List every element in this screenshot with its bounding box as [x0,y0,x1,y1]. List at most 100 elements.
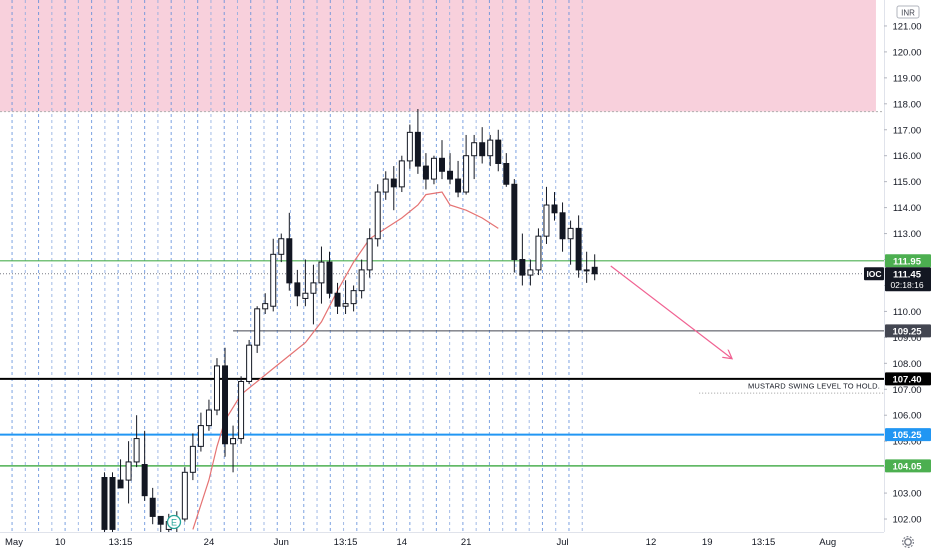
price-tick-label: 110.00 [893,307,921,318]
level-104-05-price-label[interactable]: 104.05 [885,459,931,473]
candle-body [109,477,116,530]
candle [213,358,220,416]
candle [567,220,574,265]
currency-badge[interactable] [896,5,920,19]
gear-icon-ring [904,538,912,546]
candlestick-series [101,108,598,540]
time-axis[interactable]: May 10 13:15 24 Jun 13:15 14 21 Jul 12 19 13:15 Aug [0,532,932,550]
candle [503,153,510,187]
candle-body [583,269,590,272]
candle [238,376,245,444]
level-111-95-price-label[interactable]: 111.95 [885,254,931,268]
candle [149,487,156,525]
level-107-40-price-label[interactable]: 107.40 [885,372,931,386]
candle-body [487,139,494,157]
candle [189,433,196,481]
candle [543,186,550,244]
candle [398,155,405,193]
time-tick-label: 10 [55,537,66,548]
earnings-badge-circle[interactable] [166,514,182,530]
bar-countdown: 02:18:16 [890,280,923,290]
candle [334,282,341,315]
price-label-text: 104.05 [892,461,922,472]
candle [318,246,325,304]
price-label-text: 111.95 [893,256,922,267]
candle [422,153,429,190]
candle-body [254,308,261,346]
price-label-background [885,428,931,442]
candle-body [567,227,574,240]
moving-average-line [192,191,499,530]
candle-body [358,269,365,292]
candle-body [398,160,405,188]
candle-body [366,238,373,271]
candle-body [141,464,148,497]
projection-arrow [610,265,732,358]
candle-body [543,204,550,237]
candle [366,228,373,278]
candle [133,415,140,468]
candle [254,306,261,353]
candle-body [551,204,558,214]
candle-body [157,515,164,525]
gear-icon[interactable] [901,535,914,548]
candle-body [278,238,285,255]
price-tick-label: 115.00 [893,177,921,188]
moving-average-layer [192,191,499,530]
candle [326,251,333,299]
candle-body [350,290,357,305]
time-axis-background[interactable] [0,532,932,550]
candle-body [463,155,470,193]
candle-body [205,409,212,427]
candle [414,108,421,174]
level-109-25-price-label[interactable]: 109.25 [885,324,931,338]
candle-body [326,261,333,294]
time-tick-label: 13:15 [334,537,358,548]
candle-body [270,253,277,307]
candle [286,212,293,291]
candle-body [439,157,445,172]
candle-body [503,162,510,185]
candle-body [310,282,317,294]
candle-body [262,303,269,310]
candle [310,264,317,325]
candle-body [101,477,108,530]
time-tick-label: 13:15 [752,537,776,548]
candle-body [414,131,421,167]
price-axis-labels: 111.95 109.25 107.40 105.25 104.05 IOC 111.450… [864,254,931,473]
level-105-25-price-label[interactable]: 105.25 [885,428,931,442]
candle [583,251,590,283]
price-tick-label: 108.00 [892,359,921,370]
candle-body [117,479,124,489]
candle [575,215,582,278]
price-tick-label: 113.00 [893,229,921,240]
candle-body [455,178,462,193]
candle [519,233,526,286]
price-tick-label: 109.00 [892,333,921,344]
time-tick-label: 14 [397,537,408,548]
candle [495,129,502,172]
candle-body [230,438,237,445]
candle-body [149,497,156,517]
candle [447,153,454,185]
candle [455,160,462,198]
candle [487,134,494,167]
candle-body [374,191,381,240]
price-tick-label: 106.00 [892,411,921,422]
earnings-badge[interactable]: E [166,514,182,530]
price-tick-label: 120.00 [892,47,921,58]
candle [262,293,269,315]
candle-body [447,170,454,180]
candle [222,347,229,457]
candle [181,467,188,522]
candle-body [181,471,188,520]
candle-body [286,238,293,284]
time-tick-label: Aug [819,537,836,548]
candle [125,441,132,504]
candle [559,202,566,252]
candle [511,179,518,273]
candle-body [495,139,502,164]
